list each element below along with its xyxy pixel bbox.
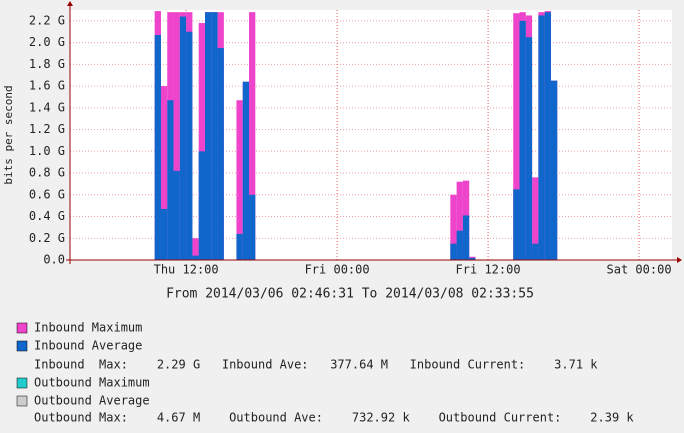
bar: [544, 12, 551, 260]
bar: [550, 80, 558, 260]
bar: [236, 233, 243, 260]
legend-swatch: [16, 395, 28, 407]
bar: [198, 23, 205, 261]
bar: [525, 37, 533, 260]
y-axis-label: bits per second: [2, 85, 15, 184]
bar: [513, 189, 520, 260]
bar: [167, 100, 174, 260]
bar: [173, 12, 180, 260]
y-tick-label: 0.2 G: [29, 231, 65, 245]
bar: [160, 208, 168, 260]
stats-line: Outbound Max: 4.67 M Outbound Ave: 732.9…: [34, 411, 634, 425]
bar: [173, 170, 180, 260]
legend-label: Outbound Maximum: [34, 376, 150, 390]
x-tick-label: Fri 00:00: [305, 263, 370, 277]
bar: [532, 243, 539, 260]
bar: [211, 12, 218, 260]
bar: [249, 194, 256, 260]
bar: [513, 13, 520, 261]
subtitle: From 2014/03/06 02:46:31 To 2014/03/08 0…: [166, 287, 534, 302]
bar: [198, 151, 205, 260]
bar: [236, 100, 243, 260]
x-tick-label: Thu 12:00: [154, 263, 219, 277]
bar: [186, 31, 193, 260]
bar: [532, 177, 539, 260]
x-tick-label: Sat 00:00: [607, 263, 672, 277]
bar: [456, 230, 463, 260]
bar: [242, 81, 250, 260]
y-tick-label: 2.0 G: [29, 35, 65, 49]
x-tick-label: Fri 12:00: [456, 263, 521, 277]
bar: [192, 238, 199, 260]
y-tick-label: 0.8 G: [29, 166, 65, 180]
bar: [450, 243, 457, 260]
legend-label: Outbound Average: [34, 394, 150, 408]
y-tick-label: 0.0: [43, 253, 65, 267]
bar: [192, 255, 199, 260]
bar: [217, 48, 224, 260]
legend-swatch: [16, 377, 28, 389]
legend-label: Inbound Maximum: [34, 321, 142, 335]
stats-line: Inbound Max: 2.29 G Inbound Ave: 377.64 …: [34, 358, 598, 372]
bar: [519, 20, 526, 260]
x-axis-arrow: [677, 257, 682, 263]
bar: [160, 86, 168, 260]
y-tick-label: 1.8 G: [29, 57, 65, 71]
legend-label: Inbound Average: [34, 339, 142, 353]
bar: [179, 16, 187, 260]
bar: [456, 181, 463, 260]
y-tick-label: 2.2 G: [29, 13, 65, 27]
y-tick-label: 1.0 G: [29, 144, 65, 158]
y-tick-label: 1.4 G: [29, 100, 65, 114]
y-tick-label: 1.2 G: [29, 122, 65, 136]
y-tick-label: 0.4 G: [29, 209, 65, 223]
bar: [249, 12, 256, 260]
legend-swatch: [16, 340, 28, 352]
bar: [538, 15, 545, 260]
y-tick-label: 0.6 G: [29, 187, 65, 201]
y-axis-arrow: [67, 1, 73, 6]
legend-swatch: [16, 322, 28, 334]
y-tick-label: 1.6 G: [29, 79, 65, 93]
bar: [154, 35, 161, 260]
bar: [469, 257, 476, 260]
bar: [450, 194, 457, 260]
bar: [462, 215, 470, 260]
bar: [204, 12, 212, 260]
